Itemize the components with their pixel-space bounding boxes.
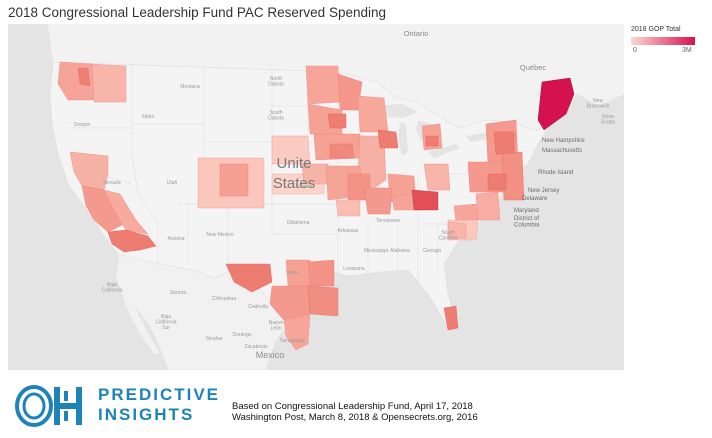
lake-erie <box>428 144 460 158</box>
label-tennessee: Tennessee <box>376 218 400 224</box>
page-title: 2018 Congressional Leadership Fund PAC R… <box>8 5 386 20</box>
lake-michigan <box>398 122 408 156</box>
region-michigan-2[interactable] <box>425 135 439 147</box>
region-philly[interactable] <box>487 173 507 191</box>
region-kentucky-west[interactable] <box>363 187 393 215</box>
label-sinaloa: Sinaloa <box>206 336 223 342</box>
label-arizona: Arizona <box>168 236 185 242</box>
label-oklahoma: Oklahoma <box>287 220 310 226</box>
label-united: Unite <box>276 155 311 172</box>
label-nevada: Nevada <box>103 180 120 186</box>
region-california-valley[interactable] <box>103 189 149 235</box>
spending-regions[interactable] <box>57 61 575 351</box>
label-zacatecas: Zacatecas <box>244 344 268 350</box>
label-south-carolina: South Carolina <box>439 230 458 242</box>
label-montana: Montana <box>180 84 200 90</box>
brand-name-line1: PREDICTIVE <box>98 385 221 404</box>
label-new-brunswick: New Brunswick <box>587 98 610 110</box>
region-minnesota-north[interactable] <box>305 65 341 105</box>
label-arkansas: Arkansas <box>338 228 359 234</box>
label-new-jersey: New Jersey <box>528 188 559 194</box>
legend-title: 2018 GOP Total <box>631 26 681 33</box>
label-baja-california-sur: Baja California Sur <box>155 314 176 331</box>
region-texas-south[interactable] <box>283 313 311 351</box>
label-states: States <box>273 175 316 192</box>
label-durango: Durango <box>232 332 251 338</box>
region-minnesota-east[interactable] <box>337 73 363 111</box>
lake-ontario <box>466 132 492 142</box>
label-rhode-island: Rhode Island <box>538 170 573 176</box>
region-washington-seattle[interactable] <box>77 67 91 87</box>
region-new-york-2[interactable] <box>493 131 515 155</box>
region-washington-east[interactable] <box>91 63 127 103</box>
label-kansas: Kansas <box>296 184 313 190</box>
label-alabama: Alabama <box>390 248 410 254</box>
label-nuevo-leon: Nuevo León <box>269 320 284 332</box>
baja-land <box>116 256 160 354</box>
region-virginia-2[interactable] <box>453 203 479 223</box>
canada-land <box>48 24 624 130</box>
region-nebraska[interactable] <box>271 135 311 165</box>
region-minneapolis[interactable] <box>327 113 347 129</box>
label-baja-california: Baja California <box>101 282 122 294</box>
label-utah: Utah <box>167 180 178 186</box>
region-arkansas[interactable] <box>335 199 361 217</box>
label-mexico: Mexico <box>256 350 285 360</box>
source-note-line1: Based on Congressional Leadership Fund, … <box>232 401 473 412</box>
brand-name-line2: INSIGHTS <box>98 405 195 424</box>
region-colorado-denver[interactable] <box>219 163 249 197</box>
region-wisconsin[interactable] <box>357 95 389 133</box>
label-louisiana: Louisiana <box>343 266 365 272</box>
label-georgia: Georgia <box>423 248 441 254</box>
label-coahuila: Coahuila <box>248 304 268 310</box>
label-quebec: Québec <box>520 63 547 72</box>
predictive-insights-logo-icon <box>15 385 82 427</box>
region-kentucky-central[interactable] <box>411 189 439 211</box>
region-iowa-2[interactable] <box>329 143 355 159</box>
label-texas: Texas <box>285 270 299 276</box>
region-ohio[interactable] <box>423 163 451 191</box>
region-texas-west[interactable] <box>225 263 273 293</box>
region-texas-dallas[interactable] <box>307 259 335 287</box>
map[interactable]: Ontario Québec Unite States Mexico Monta… <box>8 24 624 370</box>
region-florida-south[interactable] <box>443 305 459 331</box>
label-oregon: Oregon <box>74 122 91 128</box>
legend-max-label: 3M <box>682 47 692 54</box>
legend-color-bar <box>631 37 695 45</box>
label-new-hampshire: New Hampshire <box>542 138 585 144</box>
label-north-dakota: North Dakota <box>268 76 284 88</box>
region-virginia[interactable] <box>475 191 501 221</box>
legend-min-label: 0 <box>633 47 637 54</box>
label-chihuahua: Chihuahua <box>212 296 236 302</box>
label-tamaulipas: Tamaulipas <box>279 338 305 344</box>
label-maryland: Maryland <box>514 208 539 214</box>
label-ontario: Ontario <box>404 29 429 38</box>
label-mississippi: Mississippi <box>364 248 388 254</box>
label-nova-scotia: Nova Scotia <box>601 114 615 126</box>
region-chicago[interactable] <box>377 129 399 149</box>
source-note-line2: Washington Post, March 8, 2018 & Opensec… <box>232 412 478 423</box>
region-georgia[interactable] <box>447 221 467 239</box>
label-south-dakota: South Dakota <box>268 110 284 122</box>
region-california-south[interactable] <box>107 229 157 253</box>
label-new-mexico: New Mexico <box>206 232 233 238</box>
label-idaho: Idaho <box>142 114 155 120</box>
label-delaware: Delaware <box>522 196 548 202</box>
label-district-of-columbia: District of Columbia <box>514 216 540 229</box>
label-sonora: Sonora <box>170 290 186 296</box>
region-maine[interactable] <box>537 77 575 131</box>
region-texas-houston[interactable] <box>307 285 339 317</box>
label-massachusetts: Massachusetts <box>542 148 582 154</box>
